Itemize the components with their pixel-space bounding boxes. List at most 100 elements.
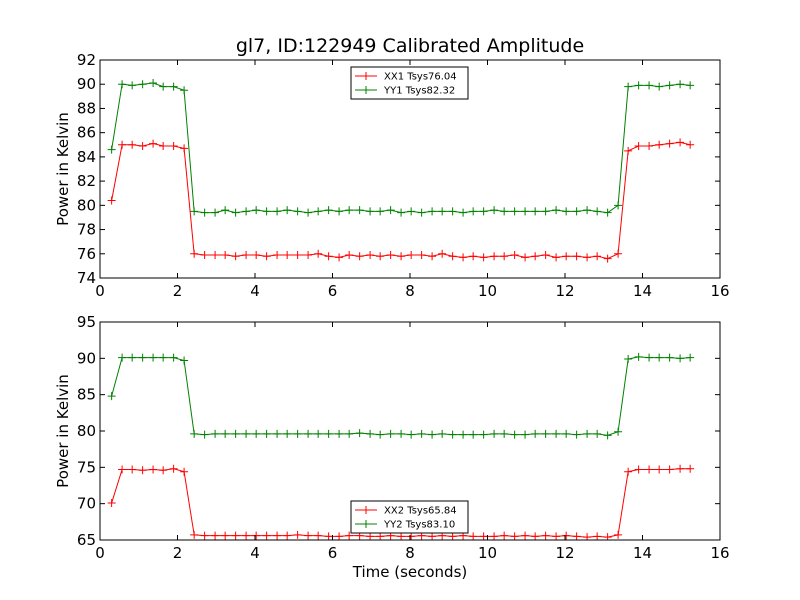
data-point <box>500 252 509 261</box>
data-point <box>459 253 468 262</box>
data-point <box>469 252 478 261</box>
data-point <box>521 253 530 262</box>
data-point <box>541 250 550 259</box>
data-point <box>469 207 478 216</box>
y-axis-label: Power in Kelvin <box>54 112 72 226</box>
data-point <box>314 429 323 438</box>
data-point <box>190 429 199 438</box>
data-point <box>676 354 685 363</box>
data-point <box>180 467 189 476</box>
x-tick-label: 8 <box>405 544 415 562</box>
data-point <box>118 353 127 362</box>
data-point <box>138 141 147 150</box>
data-point <box>448 252 457 261</box>
y-tick-label: 86 <box>77 124 96 142</box>
data-point <box>562 252 571 261</box>
data-point <box>510 250 519 259</box>
legend-box <box>350 500 469 534</box>
data-point <box>645 353 654 362</box>
data-point <box>438 249 447 258</box>
data-point <box>614 530 623 539</box>
data-point <box>376 207 385 216</box>
data-point <box>293 250 302 259</box>
x-tick-label: 4 <box>250 282 260 300</box>
data-point <box>159 82 168 91</box>
data-point <box>180 86 189 95</box>
series-2 <box>107 79 695 217</box>
data-point <box>107 196 116 205</box>
data-point <box>552 253 561 262</box>
data-point <box>583 253 592 262</box>
legend-box <box>350 66 469 100</box>
data-point <box>510 532 519 540</box>
data-point <box>531 252 540 261</box>
data-point <box>562 207 571 216</box>
data-point <box>459 430 468 439</box>
legend-marker <box>362 72 370 80</box>
legend: XX1 Tsys76.04 YY1 Tsys82.32 <box>350 66 469 100</box>
data-point <box>552 429 561 438</box>
y-tick-label: 88 <box>77 99 96 117</box>
data-point <box>624 82 633 91</box>
data-point <box>190 530 199 539</box>
y-axis-label: Power in Kelvin <box>54 374 72 488</box>
data-point <box>190 249 199 258</box>
data-point <box>686 140 695 149</box>
data-point <box>655 353 664 362</box>
data-point <box>128 353 137 362</box>
x-tick-label: 0 <box>95 544 105 562</box>
legend-entry: XX1 Tsys76.04 <box>384 72 457 83</box>
data-point <box>314 531 323 540</box>
data-point <box>428 252 437 261</box>
data-point <box>376 430 385 439</box>
data-point <box>655 140 664 149</box>
data-point <box>407 207 416 216</box>
legend-entry: XX2 Tsys65.84 <box>384 506 457 517</box>
data-point <box>665 139 674 148</box>
data-point <box>490 532 499 540</box>
data-point <box>180 144 189 153</box>
data-point <box>273 207 282 216</box>
data-point <box>293 530 302 539</box>
data-point <box>149 139 158 148</box>
y-tick-label: 70 <box>77 495 96 513</box>
data-point <box>304 208 313 217</box>
data-point <box>355 429 364 438</box>
data-point <box>169 82 178 91</box>
data-point <box>479 253 488 262</box>
data-point <box>190 207 199 216</box>
x-axis-label: Time (seconds) <box>352 563 468 581</box>
data-point <box>541 531 550 540</box>
data-point <box>479 207 488 216</box>
data-point <box>490 429 499 438</box>
data-point <box>128 81 137 90</box>
legend-entry: YY2 Tsys83.10 <box>383 520 455 531</box>
data-point <box>572 532 581 540</box>
y-tick-label: 80 <box>77 196 96 214</box>
series-line <box>111 82 691 214</box>
legend-marker <box>362 86 370 94</box>
data-point <box>676 80 685 89</box>
data-point <box>397 532 406 540</box>
y-tick-label: 90 <box>77 349 96 367</box>
data-point <box>510 207 519 216</box>
legend-marker <box>362 520 370 528</box>
data-point <box>407 532 416 540</box>
chart-panel-1: gl7, ID:122949 Calibrated Amplitude 0 2 4 6 8… <box>54 35 730 300</box>
data-point <box>562 531 571 540</box>
data-point <box>603 431 612 440</box>
data-point <box>324 252 333 261</box>
data-point <box>645 141 654 150</box>
data-point <box>128 140 137 149</box>
data-point <box>593 532 602 540</box>
data-point <box>614 427 623 436</box>
data-point <box>469 532 478 540</box>
data-point <box>273 531 282 540</box>
data-point <box>397 429 406 438</box>
data-point <box>407 430 416 439</box>
y-tick-label: 90 <box>77 75 96 93</box>
data-point <box>469 430 478 439</box>
data-point <box>686 464 695 473</box>
data-point <box>541 429 550 438</box>
x-tick-label: 2 <box>173 544 183 562</box>
